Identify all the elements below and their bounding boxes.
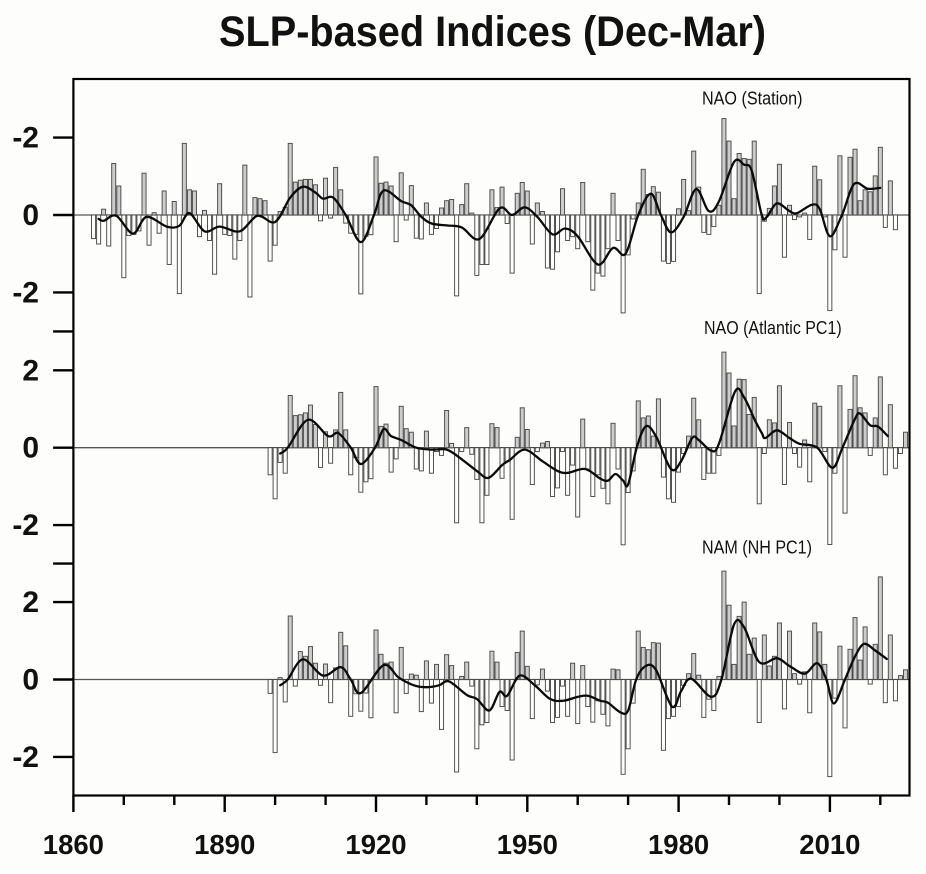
svg-text:-2: -2 — [12, 276, 39, 309]
svg-text:-2: -2 — [12, 122, 39, 155]
svg-text:2010: 2010 — [799, 829, 860, 860]
svg-text:2: 2 — [22, 586, 39, 619]
svg-text:2: 2 — [22, 354, 39, 387]
svg-text:0: 0 — [22, 199, 39, 232]
svg-text:NAM (NH PC1): NAM (NH PC1) — [702, 538, 812, 558]
svg-text:1890: 1890 — [194, 829, 255, 860]
svg-text:-2: -2 — [12, 509, 39, 542]
svg-text:SLP-based Indices (Dec-Mar): SLP-based Indices (Dec-Mar) — [219, 9, 766, 56]
svg-text:0: 0 — [22, 432, 39, 465]
svg-text:-2: -2 — [12, 741, 39, 774]
svg-text:0: 0 — [22, 664, 39, 697]
svg-text:1950: 1950 — [497, 829, 558, 860]
svg-text:1980: 1980 — [648, 829, 709, 860]
svg-text:1920: 1920 — [345, 829, 406, 860]
svg-text:NAO (Atlantic PC1): NAO (Atlantic PC1) — [704, 318, 842, 338]
svg-text:NAO (Station): NAO (Station) — [702, 89, 803, 109]
svg-text:1860: 1860 — [43, 829, 104, 860]
